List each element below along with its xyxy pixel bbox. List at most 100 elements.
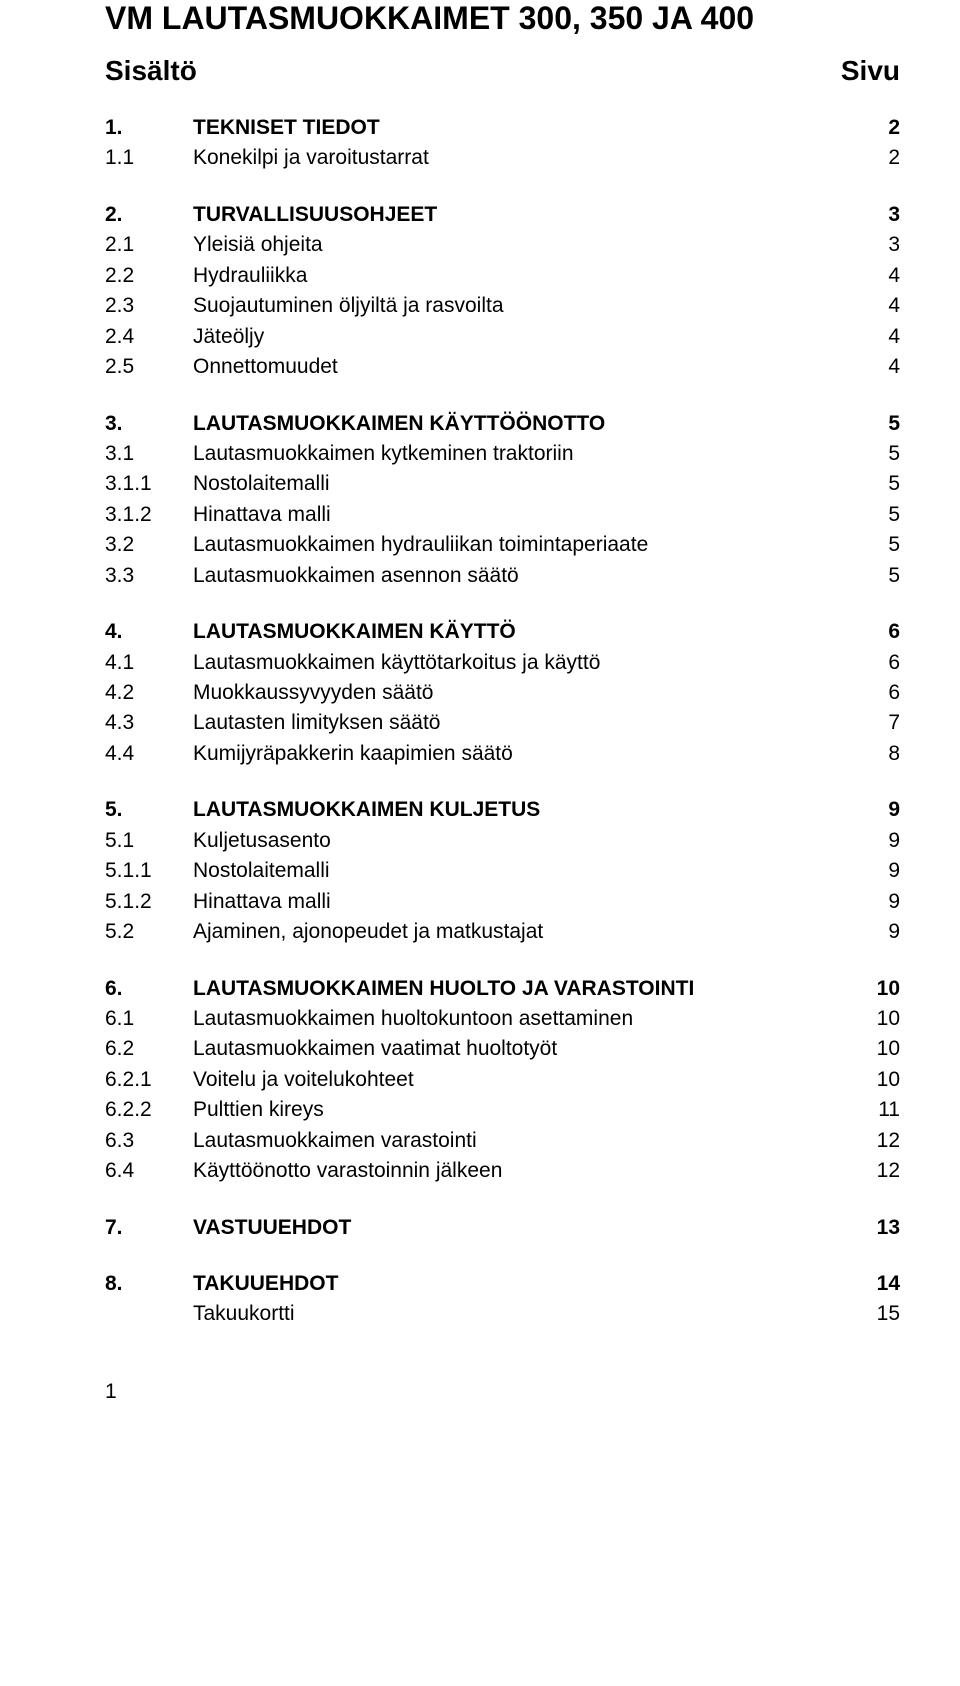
document-page: VM LAUTASMUOKKAIMET 300, 350 JA 400 Sisä… [0, 0, 960, 1444]
toc-section: 3.LAUTASMUOKKAIMEN KÄYTTÖÖNOTTO53.1Lauta… [105, 409, 900, 592]
toc-entry-page: 9 [850, 887, 900, 917]
toc-section: 8.TAKUUEHDOT14Takuukortti15 [105, 1269, 900, 1330]
toc-entry-number: 6.4 [105, 1156, 193, 1186]
toc-row: 3.2Lautasmuokkaimen hydrauliikan toimint… [105, 530, 900, 560]
toc-entry-label: Lautasmuokkaimen kytkeminen traktoriin [193, 439, 850, 469]
toc-entry-number: 6.3 [105, 1126, 193, 1156]
toc-entry-label: Nostolaitemalli [193, 856, 850, 886]
toc-entry-label: Lautasmuokkaimen asennon säätö [193, 561, 850, 591]
toc-entry-label: Lautasmuokkaimen käyttötarkoitus ja käyt… [193, 648, 850, 678]
toc-entry-page: 5 [850, 561, 900, 591]
toc-row: 3.1.1Nostolaitemalli5 [105, 469, 900, 499]
toc-entry-label: LAUTASMUOKKAIMEN KÄYTTÖ [193, 617, 850, 647]
toc-entry-page: 10 [850, 974, 900, 1004]
toc-row: 4.3Lautasten limityksen säätö7 [105, 708, 900, 738]
toc-entry-label: Yleisiä ohjeita [193, 230, 850, 260]
toc-section: 5.LAUTASMUOKKAIMEN KULJETUS95.1Kuljetusa… [105, 795, 900, 947]
toc-entry-number: 4.1 [105, 648, 193, 678]
toc-entry-number: 6.2 [105, 1034, 193, 1064]
toc-entry-label: Hydrauliikka [193, 261, 850, 291]
toc-entry-number: 5. [105, 795, 193, 825]
toc-row: 6.4Käyttöönotto varastoinnin jälkeen12 [105, 1156, 900, 1186]
toc-entry-page: 6 [850, 617, 900, 647]
toc-entry-page: 9 [850, 795, 900, 825]
toc-row: 6.1Lautasmuokkaimen huoltokuntoon asetta… [105, 1004, 900, 1034]
toc-row: 6.LAUTASMUOKKAIMEN HUOLTO JA VARASTOINTI… [105, 974, 900, 1004]
toc-entry-label: Onnettomuudet [193, 352, 850, 382]
toc-entry-label: Jäteöljy [193, 322, 850, 352]
toc-row: 3.3Lautasmuokkaimen asennon säätö5 [105, 561, 900, 591]
toc-entry-number: 3.1.2 [105, 500, 193, 530]
toc-entry-number: 6.2.2 [105, 1095, 193, 1125]
toc-row: Takuukortti15 [105, 1299, 900, 1329]
toc-entry-page: 8 [850, 739, 900, 769]
toc-entry-page: 14 [850, 1269, 900, 1299]
toc-entry-page: 13 [850, 1213, 900, 1243]
toc-entry-page: 2 [850, 143, 900, 173]
toc-row: 2.1Yleisiä ohjeita3 [105, 230, 900, 260]
toc-entry-label: Muokkaussyvyyden säätö [193, 678, 850, 708]
toc-entry-page: 4 [850, 261, 900, 291]
toc-entry-label: TEKNISET TIEDOT [193, 113, 850, 143]
toc-row: 3.1Lautasmuokkaimen kytkeminen traktorii… [105, 439, 900, 469]
toc-entry-label: Käyttöönotto varastoinnin jälkeen [193, 1156, 850, 1186]
toc-entry-page: 5 [850, 439, 900, 469]
toc-entry-number: 7. [105, 1213, 193, 1243]
toc-entry-page: 9 [850, 917, 900, 947]
toc-row: 1.1Konekilpi ja varoitustarrat2 [105, 143, 900, 173]
toc-entry-number [105, 1299, 193, 1329]
toc-entry-page: 5 [850, 500, 900, 530]
toc-entry-label: Pulttien kireys [193, 1095, 850, 1125]
toc-entry-page: 6 [850, 648, 900, 678]
toc-entry-page: 5 [850, 469, 900, 499]
toc-entry-number: 3.2 [105, 530, 193, 560]
toc-entry-label: VASTUUEHDOT [193, 1213, 850, 1243]
toc-entry-number: 6. [105, 974, 193, 1004]
toc-entry-number: 2.4 [105, 322, 193, 352]
toc-entry-page: 7 [850, 708, 900, 738]
toc-entry-page: 4 [850, 322, 900, 352]
toc-heading-right: Sivu [841, 55, 900, 87]
toc-entry-number: 2.5 [105, 352, 193, 382]
toc-row: 3.1.2Hinattava malli5 [105, 500, 900, 530]
toc-row: 2.5Onnettomuudet4 [105, 352, 900, 382]
toc-entry-number: 3.1.1 [105, 469, 193, 499]
toc-row: 5.LAUTASMUOKKAIMEN KULJETUS9 [105, 795, 900, 825]
toc-entry-page: 10 [850, 1034, 900, 1064]
toc-row: 4.LAUTASMUOKKAIMEN KÄYTTÖ6 [105, 617, 900, 647]
toc-entry-label: Takuukortti [193, 1299, 850, 1329]
toc-row: 6.3Lautasmuokkaimen varastointi12 [105, 1126, 900, 1156]
toc-entry-number: 2.2 [105, 261, 193, 291]
toc-section: 7.VASTUUEHDOT13 [105, 1213, 900, 1243]
toc-entry-page: 5 [850, 409, 900, 439]
toc-entry-label: TURVALLISUUSOHJEET [193, 200, 850, 230]
toc-header: Sisältö Sivu [105, 55, 900, 87]
toc-row: 4.1Lautasmuokkaimen käyttötarkoitus ja k… [105, 648, 900, 678]
toc-entry-number: 5.2 [105, 917, 193, 947]
toc-entry-page: 2 [850, 113, 900, 143]
toc-entry-number: 2.3 [105, 291, 193, 321]
toc-entry-label: Lautasmuokkaimen hydrauliikan toimintape… [193, 530, 850, 560]
toc-entry-label: Lautasten limityksen säätö [193, 708, 850, 738]
toc-entry-label: Voitelu ja voitelukohteet [193, 1065, 850, 1095]
toc-entry-number: 3.3 [105, 561, 193, 591]
toc-entry-page: 4 [850, 291, 900, 321]
toc-entry-label: Kuljetusasento [193, 826, 850, 856]
toc-entry-number: 3.1 [105, 439, 193, 469]
toc-row: 8.TAKUUEHDOT14 [105, 1269, 900, 1299]
toc-heading-left: Sisältö [105, 55, 197, 87]
toc-entry-label: LAUTASMUOKKAIMEN KULJETUS [193, 795, 850, 825]
toc-entry-label: Konekilpi ja varoitustarrat [193, 143, 850, 173]
toc-entry-label: LAUTASMUOKKAIMEN HUOLTO JA VARASTOINTI [193, 974, 850, 1004]
toc-entry-number: 6.1 [105, 1004, 193, 1034]
toc-entry-number: 2. [105, 200, 193, 230]
toc-section: 2.TURVALLISUUSOHJEET32.1Yleisiä ohjeita3… [105, 200, 900, 383]
toc-entry-number: 1.1 [105, 143, 193, 173]
toc-row: 5.1Kuljetusasento9 [105, 826, 900, 856]
toc-row: 6.2.2Pulttien kireys11 [105, 1095, 900, 1125]
toc-entry-number: 3. [105, 409, 193, 439]
toc-row: 2.3Suojautuminen öljyiltä ja rasvoilta4 [105, 291, 900, 321]
toc-entry-label: Lautasmuokkaimen varastointi [193, 1126, 850, 1156]
toc-entry-page: 6 [850, 678, 900, 708]
toc-entry-page: 12 [850, 1126, 900, 1156]
